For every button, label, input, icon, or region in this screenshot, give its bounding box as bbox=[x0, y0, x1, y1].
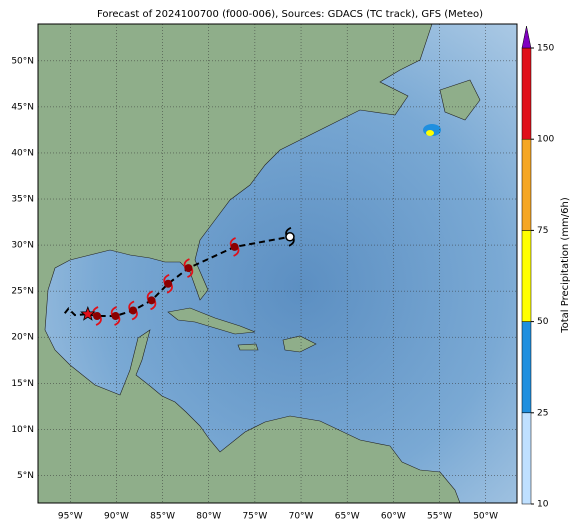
x-tick-label: 50°W bbox=[473, 512, 498, 522]
map-frame bbox=[37, 23, 518, 504]
precip-area bbox=[426, 130, 434, 136]
x-tick-label: 90°W bbox=[104, 512, 129, 522]
y-tick-label: 35°N bbox=[11, 195, 34, 205]
colorbar-segment bbox=[521, 138, 532, 231]
map-area bbox=[38, 24, 517, 503]
colorbar-tick-label: 10 bbox=[537, 500, 549, 510]
island bbox=[237, 343, 259, 351]
storm-center bbox=[164, 279, 173, 288]
grid bbox=[38, 24, 517, 503]
x-tick-label: 80°W bbox=[196, 512, 221, 522]
axes: 95°W 90°W 85°W 80°W 75°W 70°W 65°W 60°W 55°W 50°W… bbox=[11, 56, 498, 521]
y-tick-label: 5°N bbox=[17, 471, 34, 481]
colorbar-label: Total Precipitation (mm/6h) bbox=[560, 197, 571, 334]
x-tick-label: 95°W bbox=[58, 512, 83, 522]
track bbox=[63, 226, 295, 326]
x-tick-label: 60°W bbox=[381, 512, 406, 522]
colorbar-tick-label: 75 bbox=[537, 226, 548, 236]
x-tick-label: 75°W bbox=[242, 512, 267, 522]
colorbar-tick-label: 150 bbox=[537, 44, 554, 54]
storm-center bbox=[147, 296, 156, 305]
colorbar-segment bbox=[521, 321, 532, 414]
y-tick-label: 25°N bbox=[11, 287, 34, 297]
x-tick-label: 70°W bbox=[289, 512, 314, 522]
y-tick-label: 50°N bbox=[11, 56, 34, 66]
y-tick-label: 10°N bbox=[11, 425, 34, 435]
storm-center bbox=[285, 232, 295, 242]
y-tick-label: 45°N bbox=[11, 102, 34, 112]
x-tick-label: 65°W bbox=[335, 512, 360, 522]
storm-center bbox=[111, 312, 120, 321]
start-marker bbox=[80, 306, 96, 321]
colorbar-segment bbox=[521, 230, 532, 322]
y-tick-label: 20°N bbox=[11, 333, 34, 343]
storm-center bbox=[93, 312, 102, 321]
colorbar-extend bbox=[521, 25, 532, 49]
x-tick-label: 85°W bbox=[150, 512, 175, 522]
storm-center bbox=[129, 306, 138, 315]
colorbar-tick-label: 50 bbox=[537, 317, 549, 327]
island bbox=[282, 335, 317, 353]
y-tick-label: 40°N bbox=[11, 148, 34, 158]
colorbar-segment bbox=[521, 412, 532, 505]
colorbar-segment bbox=[521, 47, 532, 140]
y-tick-label: 15°N bbox=[11, 379, 34, 389]
x-tick-label: 55°W bbox=[427, 512, 452, 522]
storm-center bbox=[230, 242, 239, 251]
island bbox=[439, 79, 481, 121]
colorbar-tick-label: 100 bbox=[537, 135, 554, 145]
y-tick-label: 30°N bbox=[11, 241, 34, 251]
title: Forecast of 2024100700 (f000-006), Sourc… bbox=[97, 9, 483, 20]
storm-center bbox=[184, 264, 193, 273]
track-line bbox=[63, 235, 291, 318]
island bbox=[167, 307, 256, 335]
colorbar-tick-label: 25 bbox=[537, 408, 548, 418]
colorbar: 10 25 50 75 100 150 bbox=[521, 25, 554, 510]
